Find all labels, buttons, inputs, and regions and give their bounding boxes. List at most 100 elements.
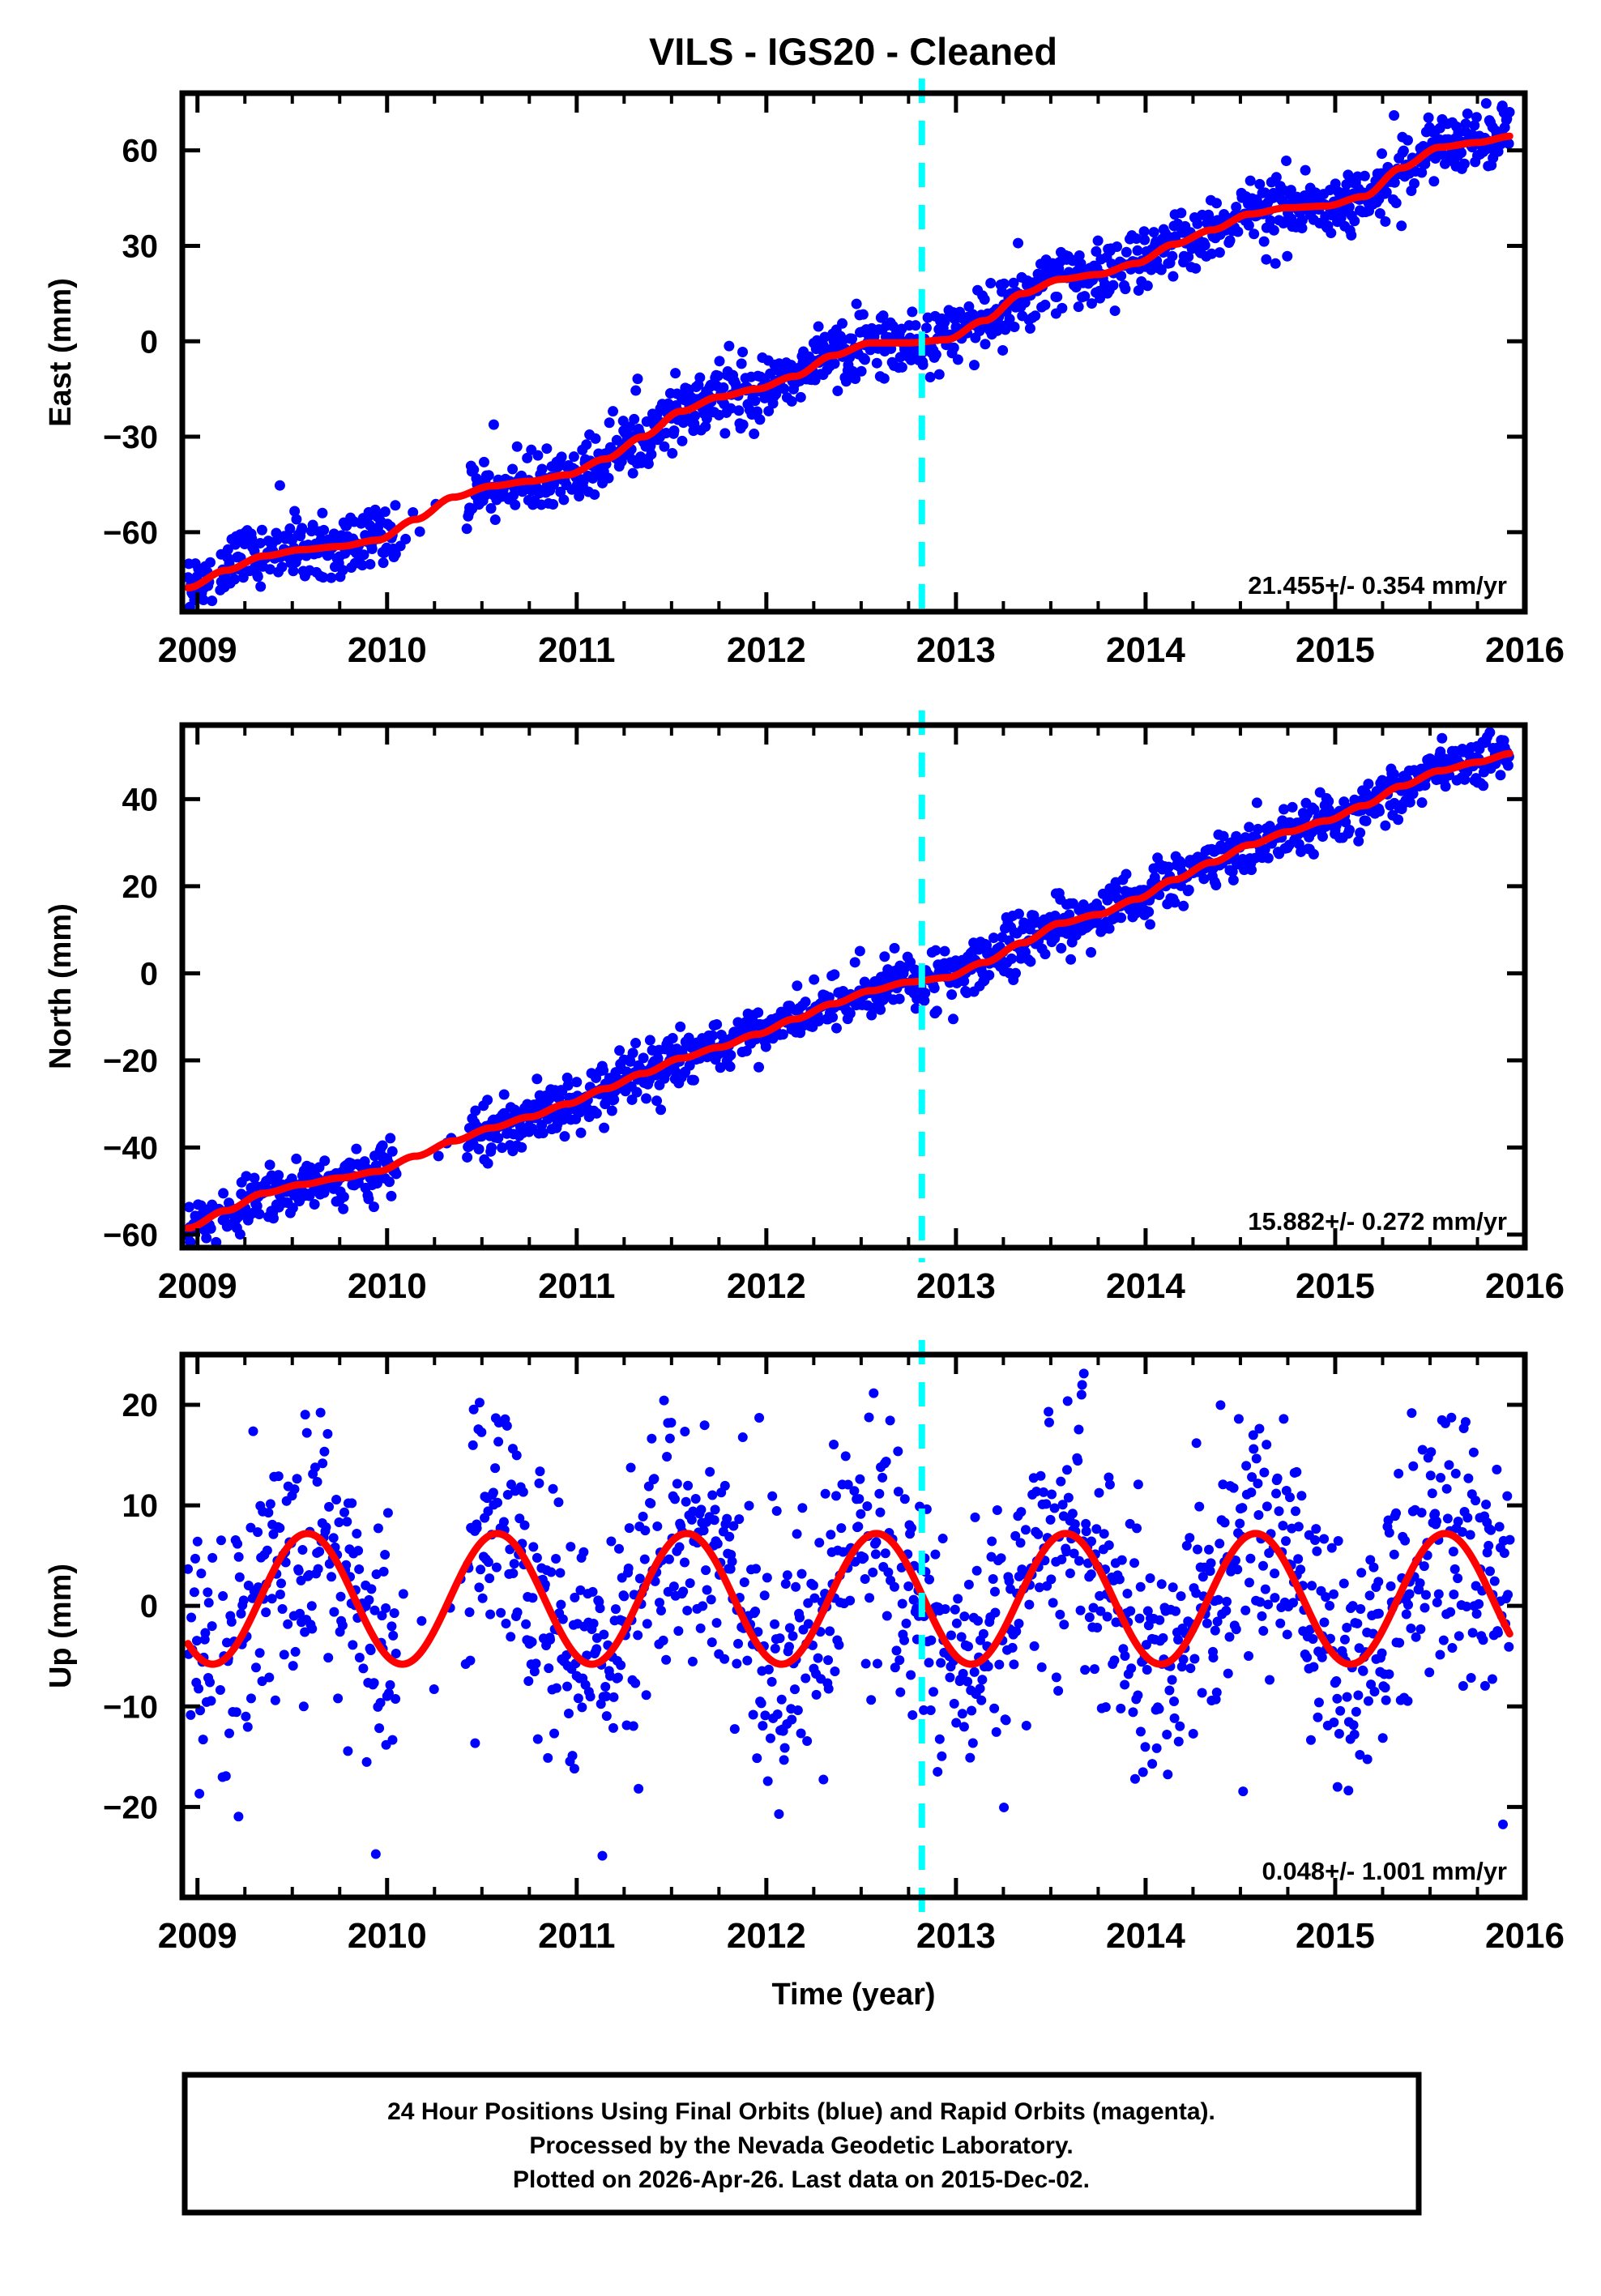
data-point xyxy=(1173,1736,1184,1747)
data-point xyxy=(300,1627,310,1637)
x-axis-title: Time (year) xyxy=(771,1978,935,2012)
data-point xyxy=(301,1428,312,1438)
data-point xyxy=(949,1698,959,1709)
data-point xyxy=(736,358,747,369)
data-point xyxy=(994,1659,1005,1670)
data-point xyxy=(1349,1729,1360,1739)
data-point xyxy=(190,1553,200,1564)
data-point xyxy=(706,1594,716,1605)
data-point xyxy=(820,1488,830,1499)
data-point xyxy=(358,1663,369,1674)
x-tick-label: 2014 xyxy=(1106,630,1185,670)
axes-frame-north xyxy=(179,722,1528,1251)
data-point xyxy=(633,1630,643,1641)
data-point xyxy=(1377,148,1388,160)
data-point xyxy=(185,1236,196,1248)
data-point xyxy=(1458,1681,1468,1692)
data-point xyxy=(535,1466,545,1477)
data-point xyxy=(194,1684,204,1694)
data-point xyxy=(1163,1769,1173,1780)
data-point xyxy=(1453,1517,1463,1527)
data-point xyxy=(291,514,302,525)
data-point xyxy=(284,523,296,535)
data-point xyxy=(599,1122,610,1133)
data-point xyxy=(233,1538,243,1549)
data-point xyxy=(899,1494,910,1504)
data-point xyxy=(1326,228,1337,239)
data-point xyxy=(1377,1648,1387,1658)
data-point xyxy=(371,1569,382,1580)
data-point xyxy=(939,316,950,327)
data-point xyxy=(1125,1606,1136,1616)
data-point xyxy=(1416,797,1428,809)
data-point xyxy=(1427,1488,1437,1499)
data-point xyxy=(1380,216,1391,227)
data-point xyxy=(1408,1461,1419,1471)
y-axis-up: −20 −10 0 10 20 xyxy=(103,1388,1525,1825)
data-point xyxy=(577,1702,587,1713)
data-point xyxy=(603,472,614,484)
data-point xyxy=(186,1709,196,1720)
data-point xyxy=(1492,1628,1503,1638)
data-point xyxy=(1428,176,1440,187)
data-point xyxy=(493,1497,503,1508)
data-point xyxy=(759,1590,770,1601)
data-point xyxy=(996,1553,1006,1564)
data-point xyxy=(375,1697,386,1708)
data-point xyxy=(509,1559,519,1569)
data-point xyxy=(797,1503,808,1513)
data-point xyxy=(829,1439,839,1449)
data-point xyxy=(1486,1525,1496,1535)
data-point xyxy=(1128,1707,1138,1718)
data-point xyxy=(725,1049,736,1061)
data-point xyxy=(777,1029,788,1040)
data-point xyxy=(779,1755,789,1765)
data-point xyxy=(1257,1611,1267,1621)
data-point xyxy=(1417,1445,1428,1455)
data-point xyxy=(796,1728,806,1739)
x-tick-label: 2015 xyxy=(1296,630,1375,670)
data-point xyxy=(596,1699,606,1709)
data-point xyxy=(881,1456,891,1466)
y-tick-label: −30 xyxy=(103,420,158,455)
data-point xyxy=(1261,254,1272,265)
data-point xyxy=(613,1672,623,1683)
data-point xyxy=(851,298,862,309)
data-point xyxy=(1253,823,1264,834)
data-point xyxy=(482,1158,493,1169)
data-point xyxy=(763,405,775,416)
data-point xyxy=(790,1684,800,1695)
data-point xyxy=(1035,1470,1046,1481)
data-point xyxy=(634,1573,645,1584)
data-point xyxy=(608,1692,619,1702)
data-point xyxy=(689,410,701,421)
data-point xyxy=(694,372,706,383)
data-point xyxy=(333,1693,344,1704)
x-tick-label: 2009 xyxy=(158,1916,237,1956)
data-point xyxy=(1435,1649,1445,1660)
data-point xyxy=(1348,1720,1359,1731)
data-point xyxy=(1309,1662,1319,1672)
data-point xyxy=(338,1191,349,1202)
data-point xyxy=(1329,1589,1339,1599)
data-point xyxy=(891,1645,902,1656)
data-point xyxy=(983,1662,993,1672)
data-point xyxy=(275,1523,285,1534)
data-point xyxy=(326,572,337,583)
data-point xyxy=(1326,1543,1337,1553)
data-point xyxy=(733,405,745,416)
data-point xyxy=(984,970,995,981)
data-point xyxy=(1154,1704,1164,1714)
data-point xyxy=(1362,1754,1373,1765)
data-point xyxy=(470,1738,480,1748)
data-point xyxy=(562,1681,573,1692)
data-point xyxy=(337,1620,348,1631)
data-point xyxy=(1237,1503,1248,1513)
data-point xyxy=(937,1534,948,1544)
data-point xyxy=(719,1480,730,1491)
data-point xyxy=(298,1701,309,1712)
data-point xyxy=(729,1724,740,1735)
data-point xyxy=(532,1734,543,1744)
data-point xyxy=(1309,804,1320,815)
data-point xyxy=(967,1705,977,1716)
